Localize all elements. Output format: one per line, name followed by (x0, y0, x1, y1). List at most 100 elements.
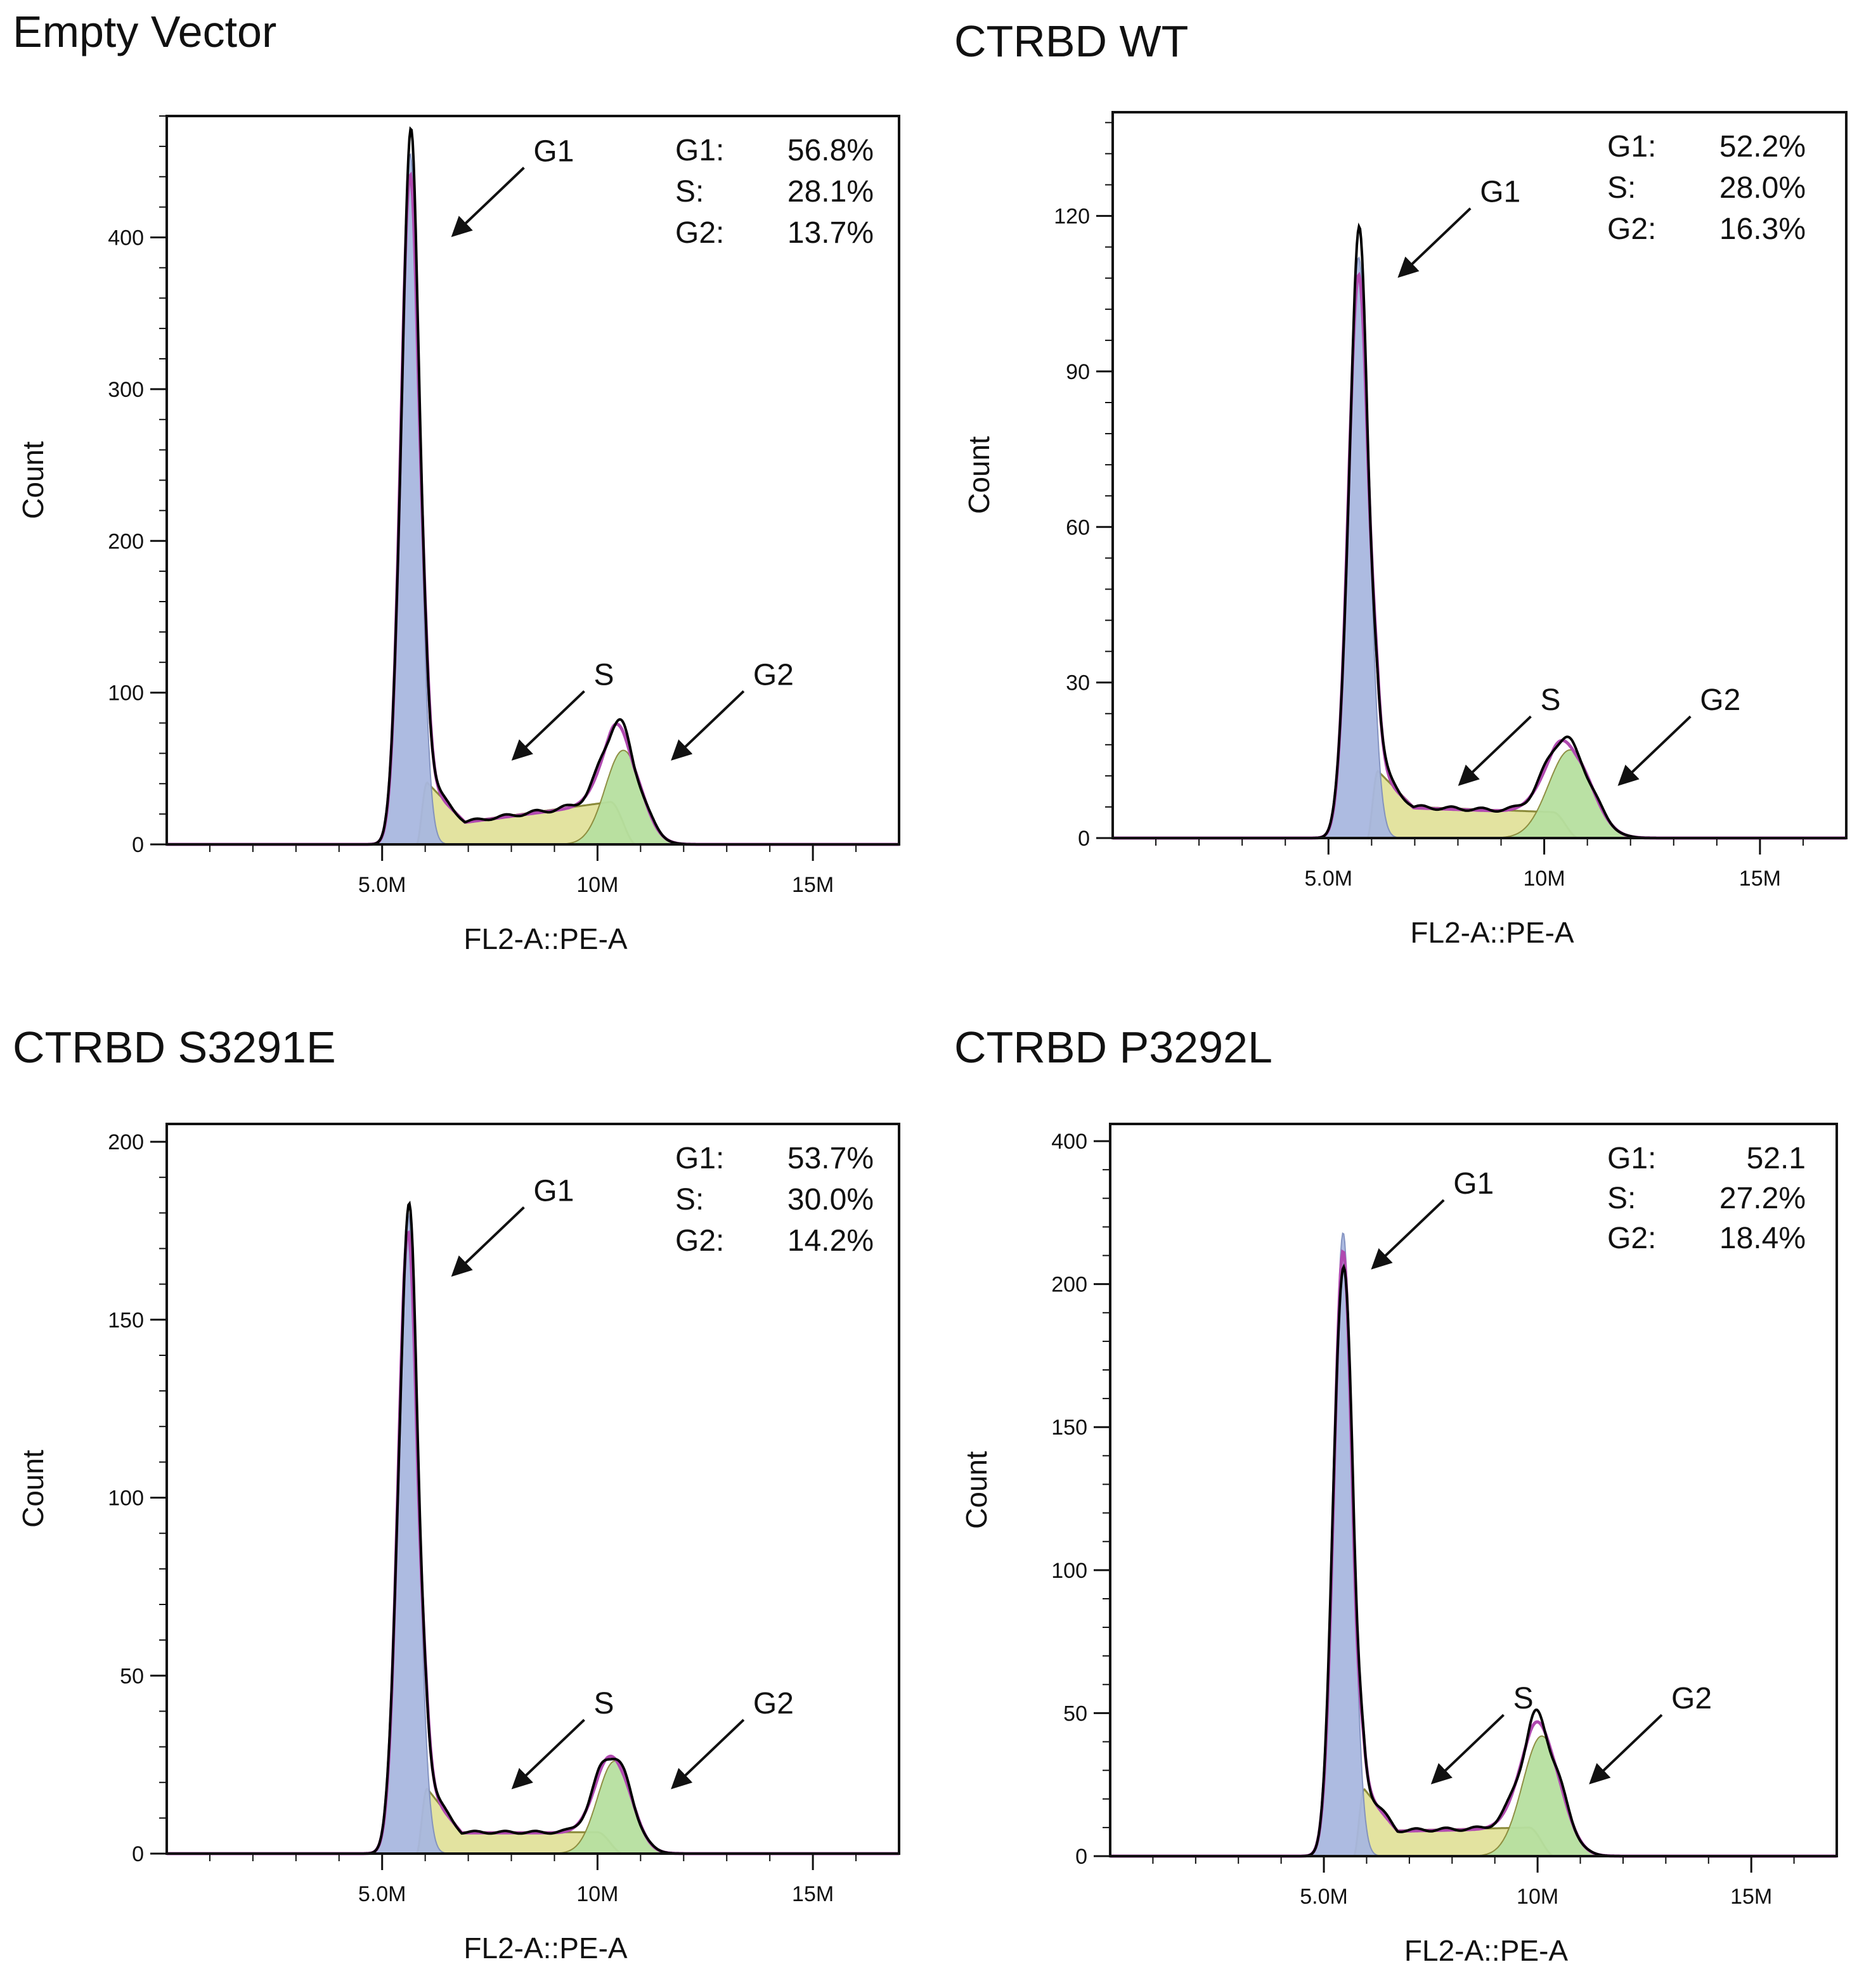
y-tick-label: 400 (108, 226, 144, 250)
y-tick-label: 100 (108, 1487, 144, 1511)
s-phase-fill (167, 1787, 899, 1855)
y-tick-label: 0 (132, 1842, 144, 1866)
panel-ctrbd-p3292l: CTRBD P3292L 0 50 100 150 200 400 5.0M 10M 15M FL… (935, 994, 1870, 1988)
plot-frame (1111, 111, 1848, 839)
data-histogram-line (1113, 223, 1846, 839)
annotation-arrow (451, 167, 525, 238)
stat-label: G2: (675, 216, 724, 250)
panel-ctrbd-s3291e: CTRBD S3291E 0 50 100 150 200 5.0M 10M 15M FL2-A… (0, 994, 935, 1988)
stat-value: 56.8% (787, 134, 874, 167)
y-tick-label: 400 (1051, 1130, 1087, 1154)
stat-value: 14.2% (787, 1224, 874, 1258)
y-tick-label: 200 (108, 1130, 144, 1154)
annotation-arrow (511, 690, 585, 761)
annotation-label: G2 (1700, 683, 1740, 717)
stat-label: G1: (1607, 130, 1656, 164)
y-tick-label: 30 (1066, 671, 1090, 695)
stat-value: 52.2% (1719, 130, 1806, 164)
data-histogram-line (167, 1201, 899, 1855)
stat-label: G1: (1607, 1142, 1656, 1175)
annotation-label: S (1513, 1682, 1534, 1715)
x-axis-label: FL2-A::PE-A (1404, 1934, 1569, 1967)
y-tick-label: 60 (1066, 515, 1090, 539)
y-tick-label: 150 (108, 1308, 144, 1333)
y-tick-label: 90 (1066, 360, 1090, 384)
y-axis-label: Count (962, 436, 995, 514)
x-tick-label: 10M (1517, 1885, 1558, 1909)
y-tick-label: 50 (120, 1664, 144, 1688)
stat-label: S: (1607, 171, 1636, 205)
x-axis-label: FL2-A::PE-A (463, 1932, 628, 1965)
stat-label: S: (675, 1183, 704, 1217)
model-fit-line (1110, 1249, 1837, 1858)
y-tick-label: 150 (1051, 1416, 1087, 1440)
annotation-label: S (594, 658, 614, 692)
x-tick-label: 15M (792, 1882, 834, 1906)
stat-value: 27.2% (1719, 1182, 1806, 1215)
panel-empty-vector: Empty Vector 0 100 200 300 400 5.0M 10M 15M FL2-… (0, 0, 935, 994)
annotation-label: G1 (1480, 176, 1520, 209)
x-tick-label: 5.0M (1304, 867, 1352, 891)
model-fit-line (1113, 271, 1846, 840)
annotation-arrow (511, 1719, 585, 1790)
annotation-label: S (1540, 683, 1560, 717)
y-tick-label: 0 (1075, 1845, 1087, 1869)
stat-label: S: (1607, 1182, 1636, 1215)
annotation-arrow (671, 1719, 745, 1790)
stat-label: S: (675, 175, 704, 209)
stat-value: 53.7% (787, 1142, 874, 1175)
x-tick-label: 10M (1524, 867, 1565, 891)
x-tick-label: 15M (1739, 867, 1781, 891)
annotation-label: G2 (1671, 1682, 1712, 1715)
annotation-label: G1 (533, 135, 574, 169)
stat-label: G2: (1607, 1222, 1656, 1255)
y-axis-label: Count (960, 1451, 993, 1529)
plot-frame (1109, 1123, 1838, 1857)
x-tick-label: 15M (1730, 1885, 1772, 1909)
x-axis-label: FL2-A::PE-A (1410, 916, 1574, 949)
model-fit-line (167, 1230, 899, 1856)
y-tick-label: 0 (1078, 827, 1090, 851)
x-tick-label: 10M (576, 873, 618, 897)
x-axis-label: FL2-A::PE-A (463, 922, 628, 955)
stat-value: 18.4% (1719, 1222, 1806, 1255)
y-tick-label: 100 (108, 681, 144, 706)
model-fit-line (167, 171, 899, 846)
x-tick-label: 10M (576, 1882, 618, 1906)
annotation-arrow (671, 690, 745, 761)
y-axis-label: Count (16, 1450, 49, 1528)
y-tick-label: 0 (132, 833, 144, 857)
y-axis-label: Count (16, 441, 49, 519)
annotation-arrow (1589, 1714, 1663, 1785)
x-tick-label: 15M (792, 873, 834, 897)
y-tick-label: 300 (108, 378, 144, 402)
panel-title: Empty Vector (13, 7, 277, 56)
stat-label: G2: (1607, 212, 1656, 246)
plot-frame (165, 1123, 900, 1855)
annotation-arrow (1430, 1714, 1505, 1785)
stat-value: 28.0% (1719, 171, 1806, 205)
panel-title: CTRBD WT (954, 16, 1189, 66)
annotation-arrow (1458, 715, 1532, 786)
annotation-label: G2 (753, 658, 794, 692)
g1-phase-fill (167, 1212, 899, 1854)
annotation-label: G2 (753, 1687, 794, 1720)
y-tick-label: 120 (1054, 205, 1090, 229)
g1-phase-fill (1110, 1232, 1837, 1857)
x-tick-label: 5.0M (358, 1882, 406, 1906)
stat-value: 30.0% (787, 1183, 874, 1217)
stat-label: G2: (675, 1224, 724, 1258)
annotation-label: S (594, 1687, 614, 1720)
annotation-arrow (1617, 715, 1692, 786)
s-phase-fill (1110, 1788, 1837, 1857)
x-tick-label: 5.0M (358, 873, 406, 897)
panel-title: CTRBD S3291E (13, 1023, 336, 1072)
y-tick-label: 50 (1063, 1701, 1087, 1726)
annotation-label: G1 (533, 1174, 574, 1208)
stat-value: 28.1% (787, 175, 874, 209)
